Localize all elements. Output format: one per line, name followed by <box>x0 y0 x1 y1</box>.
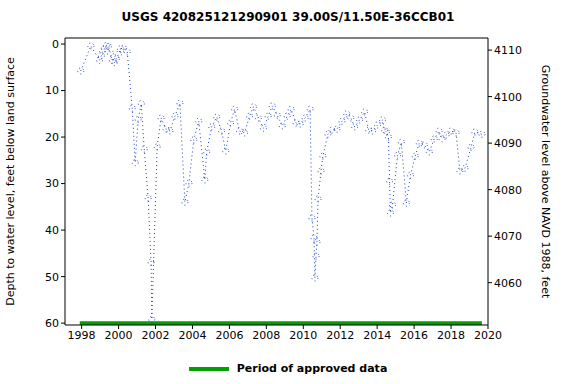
svg-text:20: 20 <box>45 131 59 144</box>
svg-text:4070: 4070 <box>494 230 522 243</box>
svg-text:2006: 2006 <box>215 329 243 342</box>
svg-text:2010: 2010 <box>289 329 317 342</box>
svg-text:10: 10 <box>45 84 59 97</box>
svg-text:40: 40 <box>45 224 59 237</box>
svg-text:2000: 2000 <box>105 329 133 342</box>
svg-text:Depth to water level, feet bel: Depth to water level, feet below land su… <box>8 57 17 306</box>
svg-text:2004: 2004 <box>178 329 206 342</box>
svg-text:1998: 1998 <box>68 329 96 342</box>
svg-text:2012: 2012 <box>326 329 354 342</box>
svg-text:2018: 2018 <box>437 329 465 342</box>
html-text:Period of approved data: Period of approved data <box>236 362 388 375</box>
svg-text:4100: 4100 <box>494 91 522 104</box>
svg-text:2016: 2016 <box>400 329 428 342</box>
svg-text:50: 50 <box>45 271 59 284</box>
svg-text:Groundwater level above NAVD 1: Groundwater level above NAVD 1988, feet <box>539 65 552 299</box>
svg-text:2008: 2008 <box>252 329 280 342</box>
svg-text:4090: 4090 <box>494 137 522 150</box>
svg-text:2014: 2014 <box>363 329 391 342</box>
svg-text:60: 60 <box>45 317 59 330</box>
svg-text:2020: 2020 <box>474 329 502 342</box>
svg-text:4080: 4080 <box>494 184 522 197</box>
html-text:USGS 420825121290901 39.00S/11: USGS 420825121290901 39.00S/11.50E-36CCB… <box>121 10 455 24</box>
svg-text:4110: 4110 <box>494 44 522 57</box>
svg-text:2002: 2002 <box>142 329 170 342</box>
svg-text:4060: 4060 <box>494 277 522 290</box>
svg-text:0: 0 <box>52 38 59 51</box>
svg-text:30: 30 <box>45 177 59 190</box>
